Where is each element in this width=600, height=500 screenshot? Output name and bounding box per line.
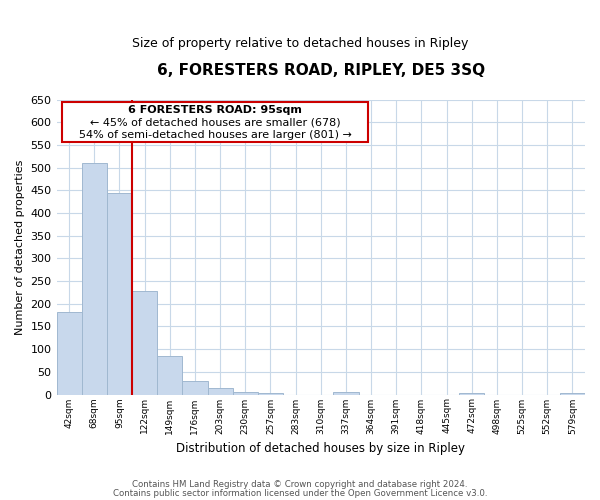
Title: 6, FORESTERS ROAD, RIPLEY, DE5 3SQ: 6, FORESTERS ROAD, RIPLEY, DE5 3SQ: [157, 62, 485, 78]
Bar: [459, 393, 484, 394]
Bar: [258, 393, 283, 394]
Bar: [132, 291, 157, 395]
Text: Contains public sector information licensed under the Open Government Licence v3: Contains public sector information licen…: [113, 490, 487, 498]
Text: Contains HM Land Registry data © Crown copyright and database right 2024.: Contains HM Land Registry data © Crown c…: [132, 480, 468, 489]
Bar: [208, 388, 233, 394]
Bar: [560, 392, 585, 394]
Bar: [157, 356, 182, 395]
Bar: [182, 382, 208, 394]
Bar: [334, 392, 359, 394]
Bar: [56, 312, 82, 394]
Bar: [107, 194, 132, 394]
Text: Size of property relative to detached houses in Ripley: Size of property relative to detached ho…: [132, 38, 468, 51]
Y-axis label: Number of detached properties: Number of detached properties: [15, 160, 25, 334]
Bar: [82, 163, 107, 394]
Bar: [233, 392, 258, 394]
FancyBboxPatch shape: [62, 102, 368, 142]
Text: ← 45% of detached houses are smaller (678): ← 45% of detached houses are smaller (67…: [90, 118, 340, 128]
Text: 54% of semi-detached houses are larger (801) →: 54% of semi-detached houses are larger (…: [79, 130, 352, 140]
X-axis label: Distribution of detached houses by size in Ripley: Distribution of detached houses by size …: [176, 442, 465, 455]
Text: 6 FORESTERS ROAD: 95sqm: 6 FORESTERS ROAD: 95sqm: [128, 106, 302, 116]
